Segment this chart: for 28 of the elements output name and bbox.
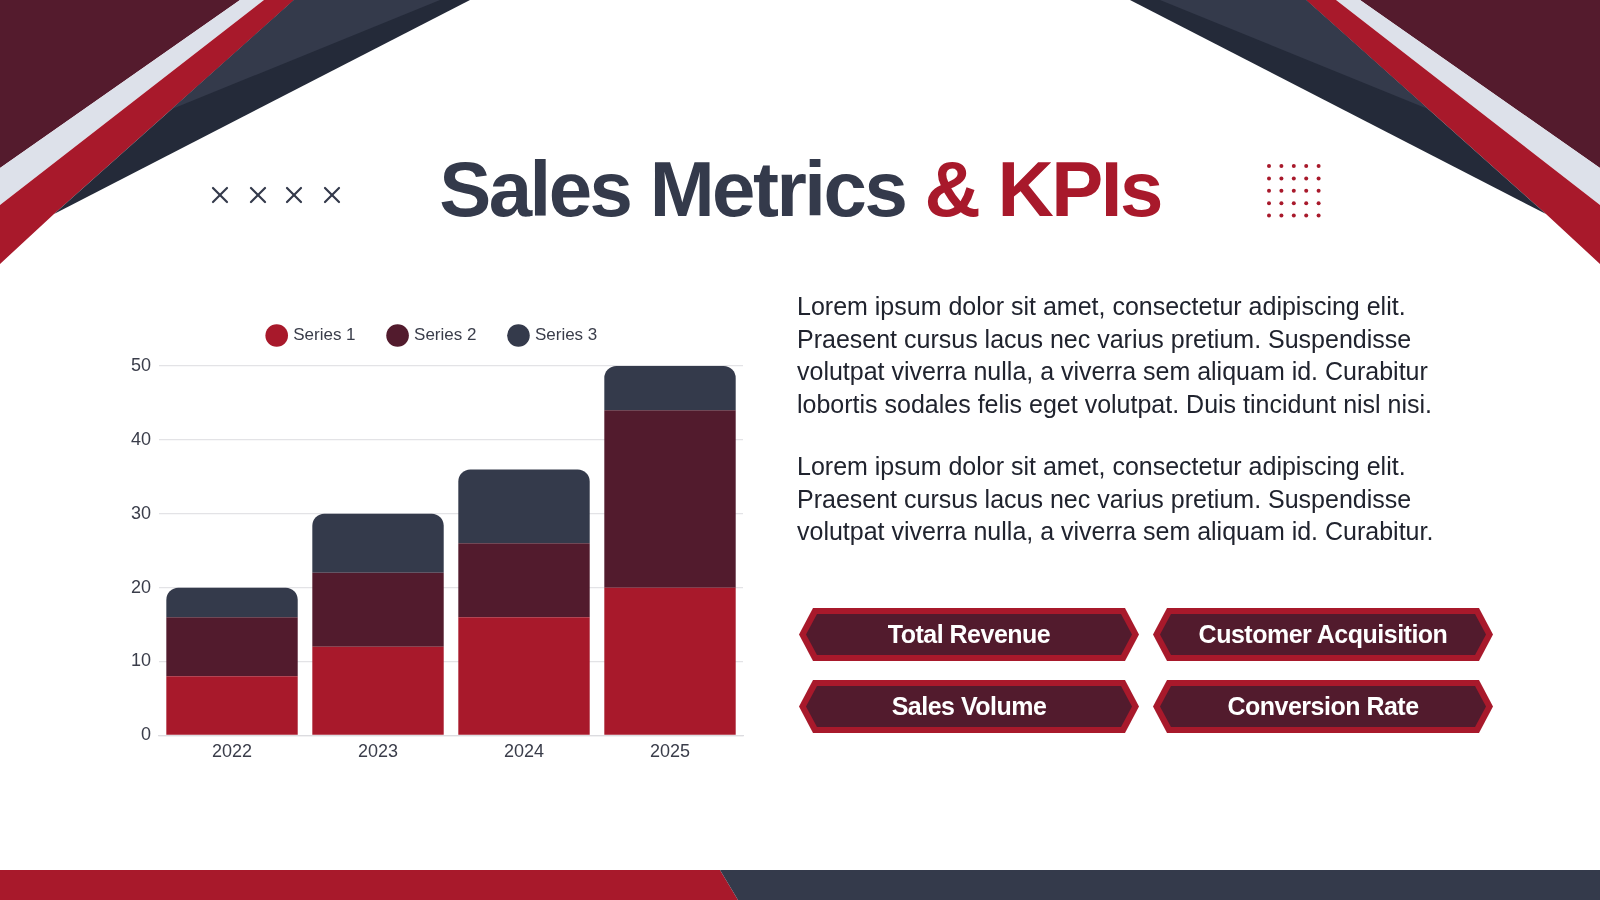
x-tick-label: 2023 <box>357 741 399 762</box>
bar <box>458 543 590 618</box>
bar <box>166 676 298 735</box>
text: Lorem ipsum dolor sit amet, consectetur adipiscing elit. Praesent cursus lacus nec varius pretium. Suspendisse volutpat viverra nulla, a viverra sem aliquam id. Curabitur. <box>797 450 1435 548</box>
legend-label: Series 2 <box>414 325 477 345</box>
x-tick-label: 2024 <box>503 741 545 762</box>
bar <box>312 646 444 735</box>
legend-label: Series 3 <box>534 325 598 345</box>
x-tick-label: 2025 <box>649 741 691 762</box>
y-tick-label: 10 <box>130 650 152 671</box>
bar <box>458 469 590 544</box>
bar <box>604 366 736 411</box>
bar <box>604 410 736 588</box>
y-tick-label: 30 <box>130 502 152 523</box>
y-tick-label: 40 <box>130 428 152 449</box>
y-tick-label: 0 <box>141 724 152 745</box>
chart-title: Sales Metrics & KPIs <box>439 145 1161 233</box>
bar <box>166 617 298 677</box>
x-tick-label: 2022 <box>212 741 253 762</box>
bar <box>458 617 590 735</box>
y-tick-label: 20 <box>130 576 152 597</box>
bar <box>312 572 444 647</box>
bar <box>312 513 444 573</box>
legend-label: Series 1 <box>293 325 356 345</box>
text: Lorem ipsum dolor sit amet, consectetur adipiscing elit. Praesent cursus lacus nec varius pretium. Suspendisse volutpat viverra nulla, a viverra sem aliquam id. Curabitur lobortis sodales felis eget volutpat. Duis tincidunt nisl nisi. <box>797 291 1434 421</box>
bar <box>166 587 298 618</box>
bar <box>604 587 736 735</box>
y-tick-label: 50 <box>130 354 152 375</box>
